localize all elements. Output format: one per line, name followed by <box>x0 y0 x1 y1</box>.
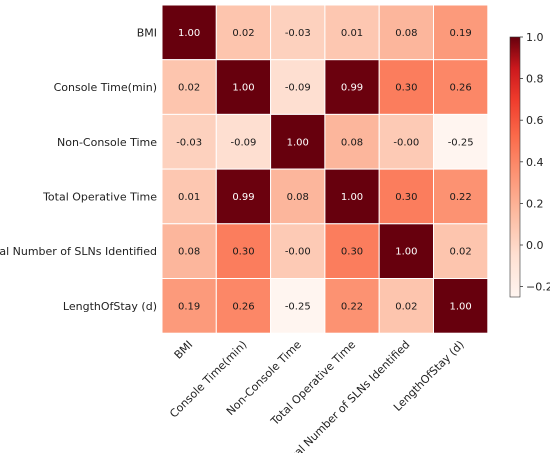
cell-value-label: -0.00 <box>393 137 419 148</box>
heatmap-cell <box>378 278 435 334</box>
cell-value-label: 0.22 <box>341 301 363 312</box>
cell-value-label: 0.99 <box>232 192 254 203</box>
heatmap-cell <box>433 168 489 225</box>
cell-value-label: -0.25 <box>448 137 474 148</box>
heatmap-cell <box>215 113 272 170</box>
cell-value-label: 0.02 <box>232 28 254 39</box>
cell-value-label: 0.08 <box>287 192 309 203</box>
cell-value-label: 0.01 <box>178 192 200 203</box>
y-tick-labels: BMI Console Time(min) Non-Console Time Tota… <box>0 26 157 313</box>
heatmap-cell <box>433 278 489 334</box>
cell-value-label: 1.00 <box>287 137 309 148</box>
colorbar-tick-label: 0.4 <box>526 156 544 169</box>
heatmap-cell <box>270 168 326 225</box>
cell-value-label: -0.03 <box>285 28 311 39</box>
heatmap-cell <box>161 278 217 334</box>
cell-value-label: 1.00 <box>450 301 472 312</box>
cell-value-label: 0.22 <box>450 192 472 203</box>
colorbar: 1.0 0.8 0.6 0.4 0.2 0.0 −0.2 <box>509 31 550 298</box>
y-tick-label: Console Time(min) <box>54 81 157 94</box>
x-tick-label: BMI <box>172 338 196 362</box>
cell-value-label: -0.00 <box>285 247 311 258</box>
cell-value-label: 0.99 <box>341 83 363 94</box>
y-tick-label: BMI <box>137 26 157 39</box>
heatmap-cell <box>433 4 489 61</box>
y-tick-label: Total Operative Time <box>42 190 157 203</box>
heatmap-cell <box>433 113 489 170</box>
heatmap-cell <box>324 168 380 225</box>
cell-value-label: 0.30 <box>232 247 254 258</box>
cell-value-label: 0.26 <box>232 301 254 312</box>
heatmap-cell <box>433 223 489 280</box>
cell-value-label: 1.00 <box>178 28 200 39</box>
cell-value-label: 0.08 <box>178 247 200 258</box>
cell-value-label: 0.01 <box>341 28 363 39</box>
heatmap-cell <box>161 223 217 280</box>
colorbar-tick-label: −0.2 <box>526 281 550 294</box>
heatmap-cell <box>324 59 380 115</box>
colorbar-tick-label: 1.0 <box>526 31 544 44</box>
cell-value-label: 0.30 <box>395 83 417 94</box>
heatmap-cell <box>433 59 489 115</box>
cell-value-label: 0.08 <box>395 28 417 39</box>
cell-value-label: 0.30 <box>395 192 417 203</box>
cell-value-label: 0.02 <box>450 247 472 258</box>
heatmap-cell <box>270 223 326 280</box>
heatmap-cell <box>324 223 380 280</box>
colorbar-tick-label: 0.6 <box>526 114 544 127</box>
heatmap-cell <box>215 168 272 225</box>
heatmap-cell <box>378 113 435 170</box>
cell-value-label: 0.02 <box>395 301 417 312</box>
cell-value-label: 0.19 <box>450 28 472 39</box>
cell-value-label: 0.02 <box>178 83 200 94</box>
cell-value-label: 0.26 <box>450 83 472 94</box>
cell-value-label: 0.30 <box>341 247 363 258</box>
cell-value-label: 0.19 <box>178 301 200 312</box>
y-tick-label: LengthOfStay (d) <box>63 300 157 313</box>
heatmap-cell <box>324 278 380 334</box>
heatmap-cell <box>161 4 217 61</box>
heatmap-cell <box>378 168 435 225</box>
cell-value-label: 1.00 <box>232 83 254 94</box>
colorbar-gradient <box>509 36 521 298</box>
colorbar-tick-label: 0.0 <box>526 239 544 252</box>
cell-value-label: 1.00 <box>395 247 417 258</box>
cell-value-label: 0.08 <box>341 137 363 148</box>
heatmap-cell <box>215 59 272 115</box>
y-tick-label: Total Number of SLNs Identified <box>0 245 157 258</box>
heatmap-cell <box>378 223 435 280</box>
colorbar-tick-label: 0.2 <box>526 197 544 210</box>
cell-value-label: -0.25 <box>285 301 311 312</box>
heatmap-cell <box>161 168 217 225</box>
heatmap-cell <box>270 4 326 61</box>
cell-value-label: -0.09 <box>231 137 257 148</box>
heatmap-cell <box>324 113 380 170</box>
colorbar-tick-label: 0.8 <box>526 73 544 86</box>
y-tick-label: Non-Console Time <box>57 136 157 149</box>
heatmap-cell-labels: 1.00 0.02 -0.03 0.01 0.08 0.19 0.02 1.00 -0.09 0.… <box>176 28 473 313</box>
cell-value-label: -0.03 <box>176 137 202 148</box>
cell-value-label: -0.09 <box>285 83 311 94</box>
cell-value-label: 1.00 <box>341 192 363 203</box>
heatmap-cell <box>215 4 272 61</box>
heatmap-cells <box>161 4 489 334</box>
